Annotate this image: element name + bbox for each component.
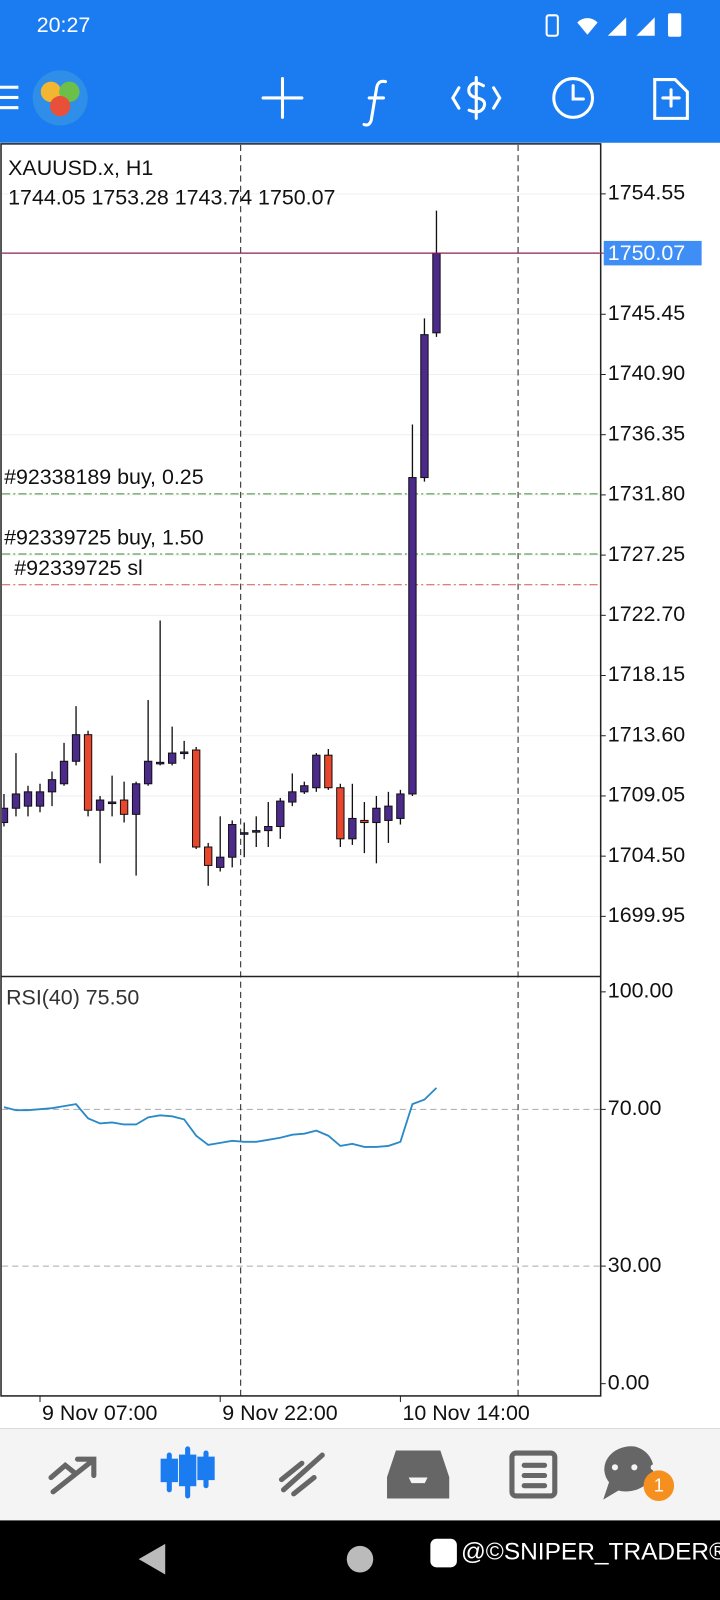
candle-body — [372, 807, 381, 824]
candle-body — [11, 793, 21, 809]
rsi-line — [3, 1087, 438, 1148]
candle-body — [420, 334, 429, 479]
y-tick-label: 0.00 — [608, 1370, 650, 1394]
candle-body — [179, 751, 189, 755]
y-tick-label: 100.00 — [608, 979, 674, 1003]
x-tick-label: 10 Nov 14:00 — [402, 1401, 529, 1425]
candle-body — [59, 760, 69, 785]
current-price-label: 1750.07 — [608, 241, 685, 265]
chat-badge — [643, 1470, 675, 1502]
chat-tab[interactable] — [603, 1446, 654, 1500]
candle-body — [192, 749, 201, 848]
indicators-button[interactable] — [362, 79, 388, 127]
trade-tab[interactable] — [278, 1452, 325, 1497]
candle-body — [35, 791, 45, 807]
candle-body — [204, 846, 213, 866]
candle-body — [167, 752, 177, 764]
crosshair-button[interactable] — [261, 77, 304, 119]
current-price-box — [603, 240, 702, 266]
candle-body — [432, 252, 441, 334]
y-tick-label: 1727.25 — [608, 542, 685, 566]
y-tick-label: 1713.60 — [608, 722, 685, 746]
candle-body — [155, 761, 165, 765]
status-icons — [545, 13, 682, 37]
candle-body — [324, 754, 333, 789]
y-tick-label: 30.00 — [608, 1253, 662, 1277]
candle-body — [252, 830, 261, 833]
app-logo[interactable] — [32, 70, 88, 126]
back-button[interactable] — [138, 1543, 166, 1575]
chart-symbol: XAUUSD.x, H1 — [8, 156, 153, 180]
watermark: @©SNIPER_TRADER® — [461, 1539, 720, 1566]
y-tick-label: 1736.35 — [608, 421, 685, 445]
symbols-button[interactable] — [451, 76, 502, 120]
home-button[interactable] — [346, 1545, 374, 1573]
watermark-icon — [430, 1538, 457, 1568]
y-tick-label: 1722.70 — [608, 602, 685, 626]
candle-body — [276, 800, 285, 828]
timeframe-button[interactable] — [552, 77, 595, 119]
candle-body — [216, 856, 225, 868]
candle-body — [408, 477, 417, 795]
chart-frame — [0, 143, 602, 1397]
order-label: #92339725 sl — [14, 556, 143, 580]
y-tick-label: 1745.45 — [608, 301, 685, 325]
menu-button[interactable] — [0, 85, 19, 110]
bottom-nav — [0, 1428, 720, 1521]
candle-body — [264, 826, 273, 832]
candle-body — [312, 754, 321, 789]
candle-body — [2, 807, 9, 824]
order-label: #92339725 buy, 1.50 — [4, 525, 204, 549]
order-label: #92338189 buy, 0.25 — [4, 465, 204, 489]
y-tick-label: 1704.50 — [608, 843, 685, 867]
candle-body — [396, 793, 405, 819]
candle-body — [288, 791, 297, 803]
candle-body — [107, 801, 117, 805]
y-tick-label: 1709.05 — [608, 783, 685, 807]
app-header — [0, 0, 720, 143]
candle-body — [47, 779, 57, 793]
candle-body — [143, 760, 153, 785]
history-tab[interactable] — [387, 1450, 450, 1499]
rsi-title: RSI(40) 75.50 — [6, 986, 139, 1010]
candle-body — [336, 787, 345, 840]
chat-badge-count: 1 — [654, 1475, 664, 1496]
candle-body — [119, 799, 129, 815]
candle-body — [71, 734, 81, 762]
y-tick-label: 1718.15 — [608, 662, 685, 686]
ohlc-info: 1744.05 1753.28 1743.74 1750.07 — [8, 186, 335, 210]
candle-body — [300, 785, 309, 793]
x-tick-label: 9 Nov 22:00 — [222, 1401, 337, 1425]
status-time: 20:27 — [37, 13, 91, 37]
candle-body — [131, 783, 141, 815]
quotes-tab[interactable] — [48, 1456, 97, 1495]
chart-tab[interactable] — [160, 1446, 215, 1499]
candle-body — [384, 805, 393, 821]
candle-body — [23, 791, 33, 807]
y-tick-label: 70.00 — [608, 1096, 662, 1120]
period-separators — [240, 144, 519, 1396]
news-tab[interactable] — [509, 1450, 558, 1499]
candle-body — [348, 817, 357, 840]
y-tick-label: 1754.55 — [608, 181, 685, 205]
candle-body — [83, 734, 93, 811]
y-tick-label: 1740.90 — [608, 361, 685, 385]
y-tick-label: 1699.95 — [608, 903, 685, 927]
candle-body — [228, 824, 237, 858]
candle-body — [360, 819, 369, 824]
y-tick-label: 1731.80 — [608, 482, 685, 506]
candle-body — [95, 799, 105, 811]
new-order-button[interactable] — [653, 78, 689, 120]
candle-body — [240, 832, 249, 835]
x-tick-label: 9 Nov 07:00 — [42, 1401, 157, 1425]
